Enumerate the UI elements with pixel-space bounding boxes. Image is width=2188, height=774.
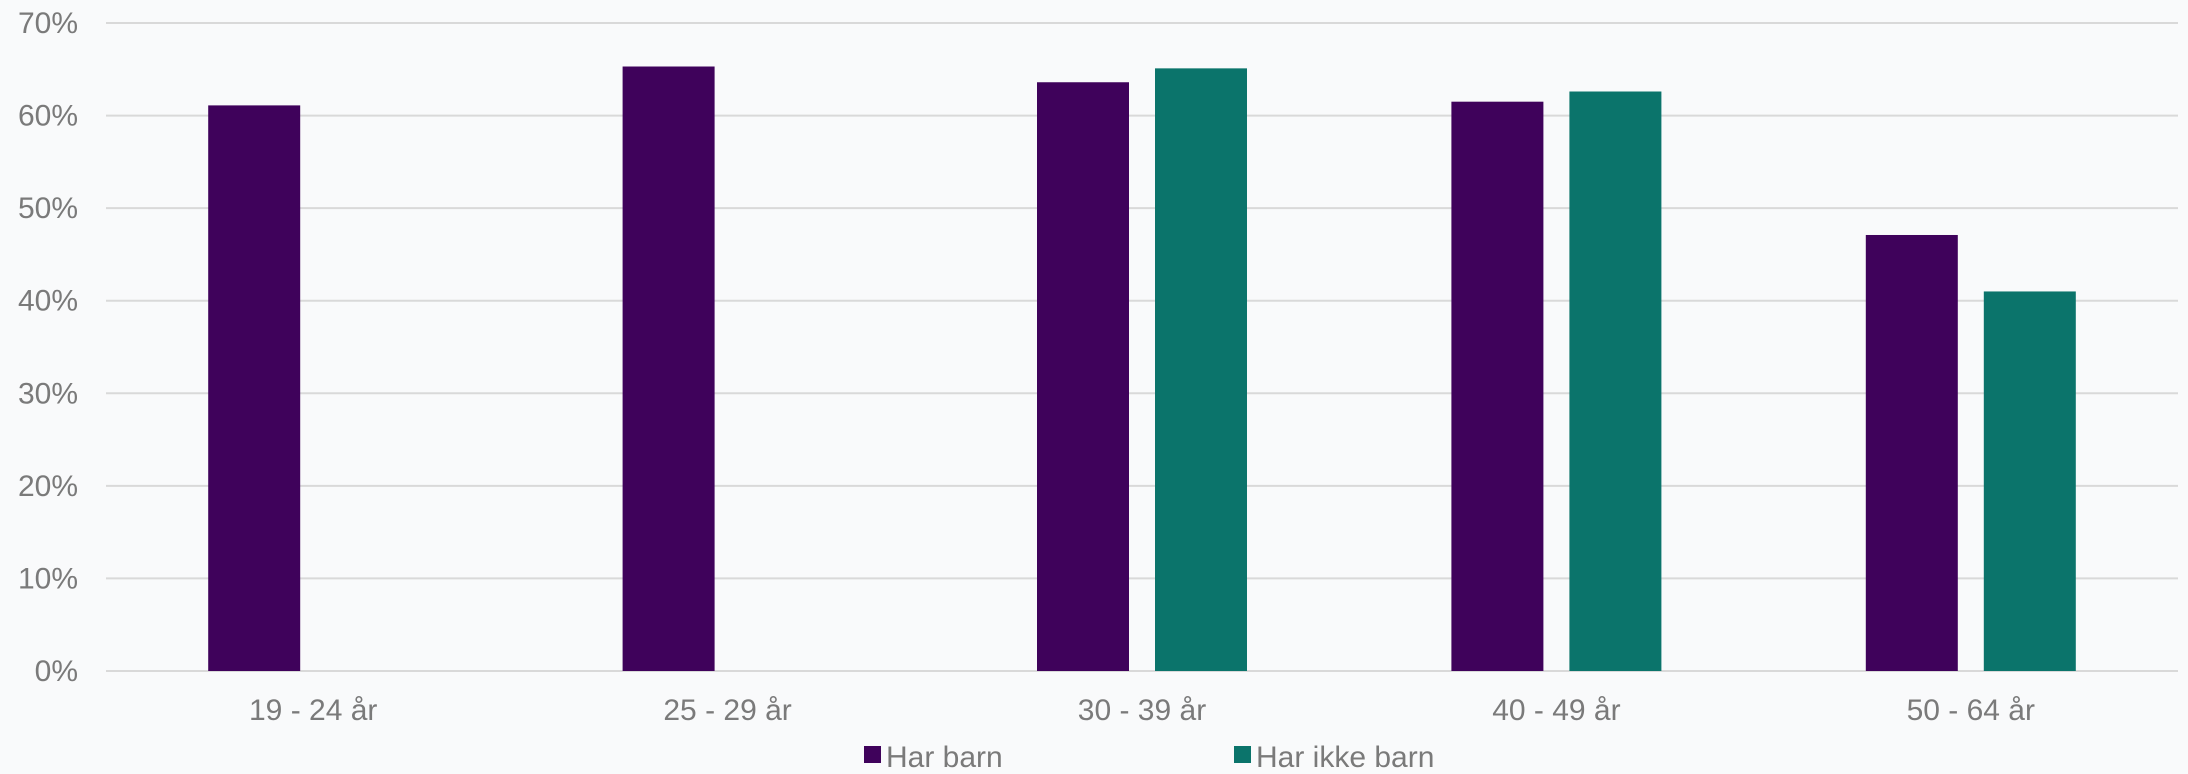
x-category-label: 30 - 39 år (1078, 694, 1206, 727)
y-tick-label: 60% (18, 100, 78, 133)
bar-har-ikke-barn (1983, 291, 2076, 671)
bar-har-barn (1451, 101, 1544, 671)
y-tick-label: 0% (35, 655, 78, 688)
y-tick-label: 10% (18, 562, 78, 595)
y-tick-label: 50% (18, 192, 78, 225)
gridlines (106, 22, 2178, 672)
y-axis-tick-labels: 0% 10% 20% 30% 40% 50% 60% 70% (18, 7, 78, 688)
legend-swatch (1234, 746, 1251, 763)
bars (208, 66, 2076, 672)
x-category-label: 25 - 29 år (663, 694, 791, 727)
bar-har-ikke-barn (1155, 68, 1247, 672)
legend-swatch (864, 746, 881, 763)
y-tick-label: 40% (18, 285, 78, 318)
y-tick-label: 30% (18, 377, 78, 410)
bar-har-barn (622, 66, 715, 672)
y-tick-label: 20% (18, 470, 78, 503)
bar-har-barn (208, 105, 301, 672)
legend-label: Har barn (886, 741, 1003, 774)
x-axis-category-labels: 19 - 24 år 25 - 29 år 30 - 39 år 40 - 49 år… (249, 694, 2035, 727)
bar-har-barn (1037, 82, 1129, 671)
x-category-label: 19 - 24 år (249, 694, 377, 727)
legend: Har barn Har ikke barn (864, 741, 1434, 774)
legend-label: Har ikke barn (1256, 741, 1434, 774)
x-category-label: 50 - 64 år (1907, 694, 2035, 727)
x-category-label: 40 - 49 år (1492, 694, 1620, 727)
bar-har-ikke-barn (1569, 91, 1662, 671)
y-tick-label: 70% (18, 7, 78, 40)
bar-har-barn (1865, 234, 1958, 671)
